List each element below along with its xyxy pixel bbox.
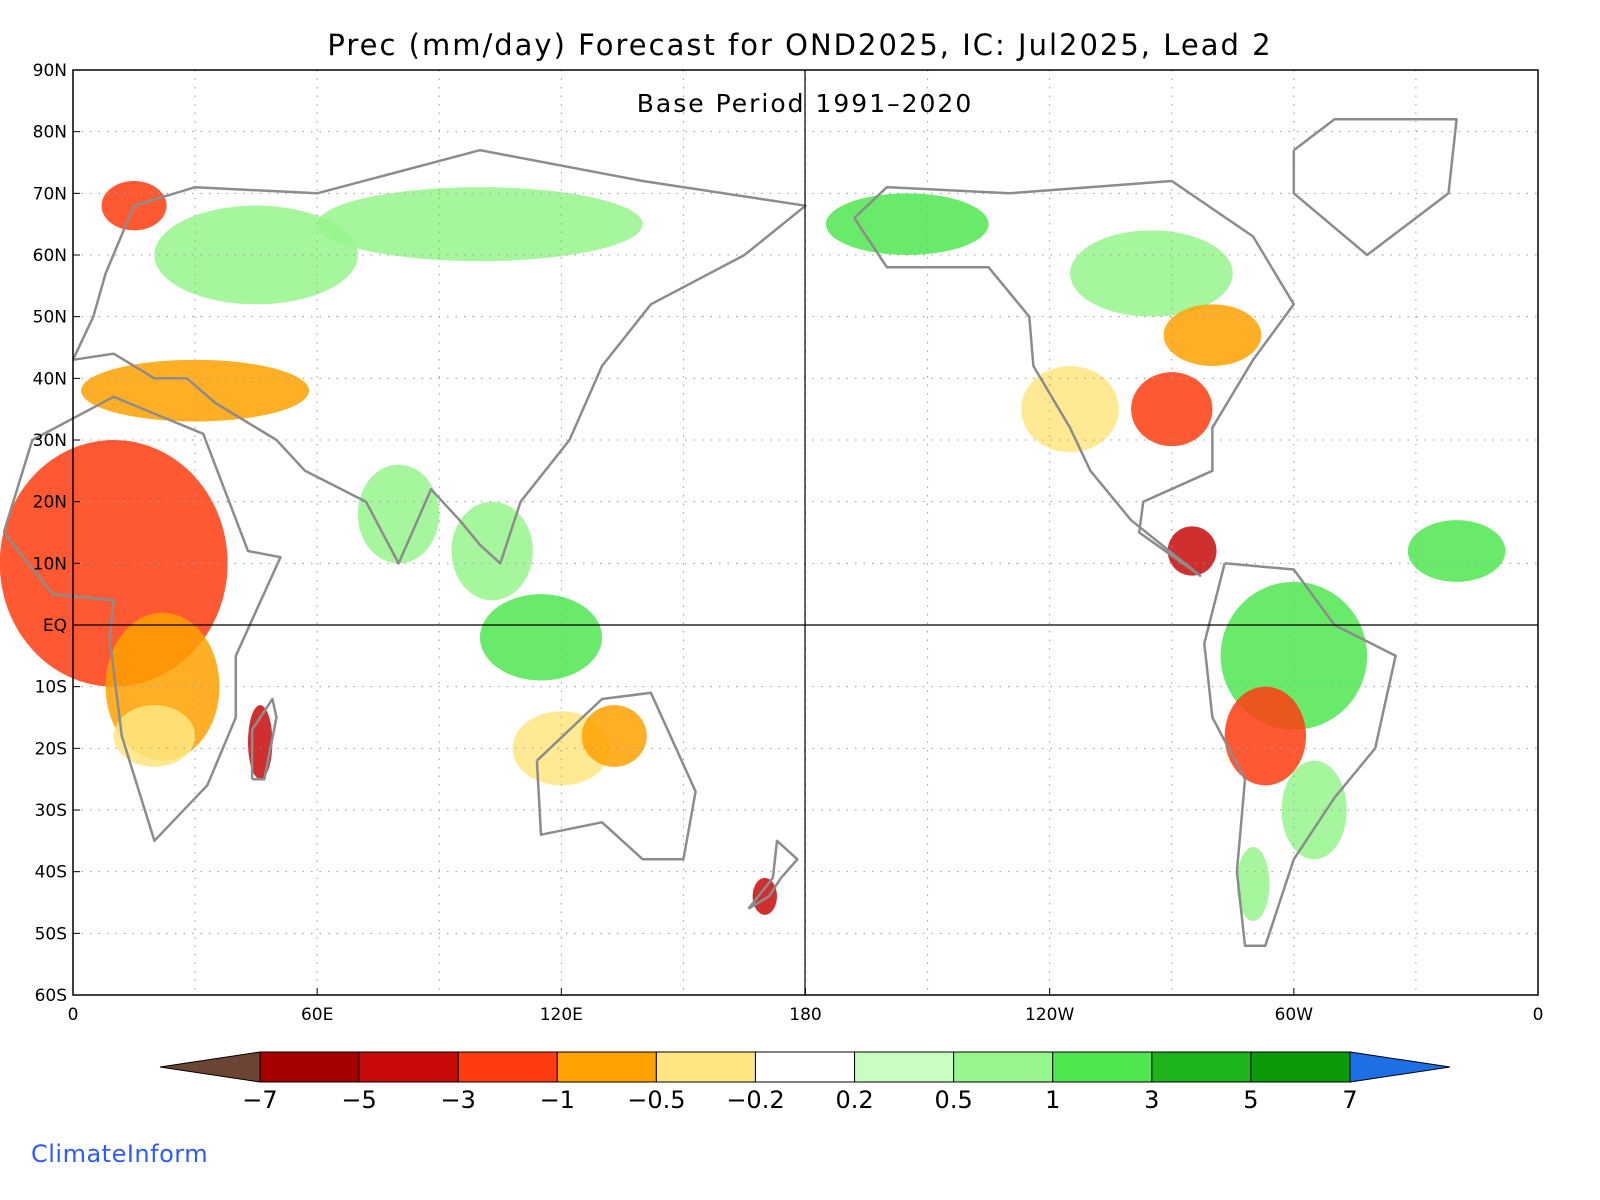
- latitude-labels: 90N 80N 70N 60N 50N 40N 30N 20N 10N EQ 10S 20S 30S 40…: [33, 61, 80, 1006]
- lat-tick-label: 70N: [33, 184, 67, 204]
- blob-wet-siberia: [317, 187, 643, 262]
- colorbar-swatch: [1052, 1051, 1153, 1083]
- lat-tick-label: EQ: [43, 616, 67, 636]
- colorbar-label: 5: [1243, 1086, 1258, 1114]
- north-america-coastline: [853, 179, 1296, 577]
- colorbar-label: 1: [1045, 1086, 1060, 1114]
- blob-wet-western-russia: [154, 205, 358, 305]
- madagascar-coastline: [250, 697, 278, 781]
- lat-tick-label: 40S: [35, 863, 67, 883]
- blob-dry-north-australia: [581, 705, 647, 767]
- colorbar-label: −0.5: [627, 1086, 685, 1114]
- colorbar-label: −3: [440, 1086, 475, 1114]
- colorbar-label: 0.2: [835, 1086, 873, 1114]
- colorbar-swatch: [1151, 1051, 1252, 1083]
- colorbar-swatch: [655, 1051, 756, 1083]
- south-america-coastline: [1203, 562, 1397, 947]
- colorbar-label: 7: [1342, 1086, 1357, 1114]
- blob-wet-maritime-continent: [479, 594, 603, 681]
- blob-wet-west-africa: [1407, 520, 1506, 582]
- australia-coastline: [535, 691, 697, 861]
- colorbar-label: 0.5: [935, 1086, 973, 1114]
- colorbar-swatch: [754, 1051, 856, 1083]
- colorbar-label: −0.2: [726, 1086, 784, 1114]
- lat-tick-label: 40N: [33, 369, 67, 389]
- colorbar-label: −1: [540, 1086, 575, 1114]
- lat-tick-label: 50N: [33, 308, 67, 328]
- lat-tick-label: 10S: [35, 678, 67, 698]
- lat-tick-label: 80N: [33, 123, 67, 143]
- greenland-coastline: [1292, 118, 1458, 257]
- blob-wet-canada: [1070, 230, 1233, 317]
- new-zealand-coastline: [747, 839, 799, 910]
- colorbar-swatch: [1250, 1051, 1351, 1083]
- blob-dry-bolivia: [1224, 686, 1307, 786]
- colorbar-dry-extreme: [159, 1051, 261, 1083]
- lat-tick-label: 30S: [35, 801, 67, 821]
- lat-tick-label: 10N: [33, 554, 67, 574]
- blob-dry-new-zealand: [752, 877, 778, 915]
- lon-tick-label: 0: [68, 1005, 79, 1025]
- lat-tick-label: 30N: [33, 431, 67, 451]
- blob-dry-southern-africa: [113, 705, 196, 767]
- lat-tick-label: 90N: [33, 61, 67, 81]
- base-period-label: Base Period 1991–2020: [637, 89, 973, 118]
- blob-wet-alaska: [825, 193, 989, 256]
- lat-tick-label: 60N: [33, 246, 67, 266]
- lat-tick-label: 20S: [35, 739, 67, 759]
- blob-dry-us-southeast: [1131, 372, 1213, 447]
- colorbar-swatch: [556, 1051, 657, 1083]
- longitude-labels: 0 60E 120E 180 120W 60W 0: [68, 988, 1544, 1025]
- colorbar-swatch: [457, 1051, 558, 1083]
- colorbar-swatch: [358, 1051, 459, 1083]
- colorbar-swatch: [259, 1051, 360, 1083]
- lon-tick-label: 60W: [1275, 1005, 1314, 1025]
- brand-label: ClimateInform: [31, 1140, 209, 1168]
- colorbar-swatch: [953, 1051, 1054, 1083]
- blob-wet-patagonia: [1236, 847, 1270, 921]
- lon-tick-label: 60E: [301, 1005, 333, 1025]
- colorbar-label: 3: [1144, 1086, 1159, 1114]
- colorbar-label: −7: [242, 1086, 277, 1114]
- coastline-layer: [2, 118, 1458, 947]
- lon-tick-label: 120W: [1025, 1005, 1074, 1025]
- colorbar-swatch: [854, 1051, 955, 1083]
- colorbar-wet-extreme: [1349, 1051, 1451, 1083]
- lat-tick-label: 50S: [35, 924, 67, 944]
- blob-dry-madagascar: [247, 705, 273, 780]
- blob-wet-india: [357, 464, 440, 564]
- blob-wet-indochina: [451, 501, 533, 601]
- lat-tick-label: 60S: [35, 986, 67, 1006]
- lon-tick-label: 180: [789, 1005, 821, 1025]
- blob-dry-us-northeast: [1163, 304, 1262, 366]
- lon-tick-label: 120E: [540, 1005, 583, 1025]
- anomaly-shading-layer: [0, 181, 1506, 921]
- blob-dry-us-southwest: [1021, 366, 1119, 453]
- eurasia-coastline: [71, 148, 807, 565]
- lat-tick-label: 20N: [33, 493, 67, 513]
- blob-dry-mediterranean: [81, 359, 310, 422]
- lon-tick-label: 0: [1533, 1005, 1544, 1025]
- chart-title: Prec (mm/day) Forecast for OND2025, IC: …: [327, 28, 1273, 62]
- colorbar: −7 −5 −3 −1 −0.5 −0.2 0.2 0.5 1 3 5 7: [159, 1051, 1451, 1114]
- africa-coastline: [2, 395, 282, 843]
- colorbar-label: −5: [341, 1086, 376, 1114]
